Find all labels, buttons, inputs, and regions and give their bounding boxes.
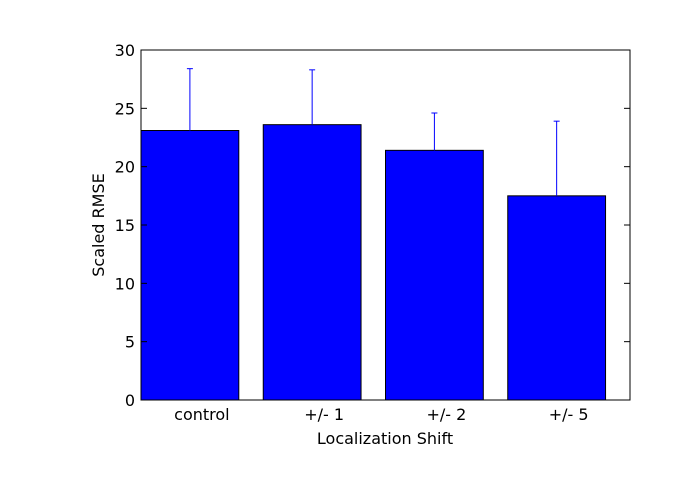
y-tick-label-5: 25	[115, 99, 135, 118]
x-axis-label: Localization Shift	[317, 429, 453, 448]
y-axis: 0 5 10 15 20 25 30	[115, 41, 630, 410]
y-tick-label-2: 10	[115, 274, 135, 293]
y-tick-label-0: 0	[125, 391, 135, 410]
x-tick-label-0: control	[174, 405, 229, 424]
y-tick-label-3: 15	[115, 216, 135, 235]
error-bars-layer	[186, 68, 560, 196]
y-tick-label-4: 20	[115, 158, 135, 177]
bar-0	[140, 130, 240, 401]
x-tick-label-2: +/- 2	[426, 405, 466, 424]
y-tick-label-1: 5	[125, 333, 135, 352]
bar-2	[385, 149, 484, 401]
y-tick-label-6: 30	[115, 41, 135, 60]
x-tick-label-1: +/- 1	[304, 405, 344, 424]
bar-1	[262, 124, 362, 401]
bars-layer	[140, 124, 607, 401]
bar-3	[507, 195, 607, 401]
y-axis-label: Scaled RMSE	[89, 173, 108, 276]
x-axis: control +/- 1 +/- 2 +/- 5	[174, 405, 588, 424]
x-tick-label-3: +/- 5	[549, 405, 589, 424]
